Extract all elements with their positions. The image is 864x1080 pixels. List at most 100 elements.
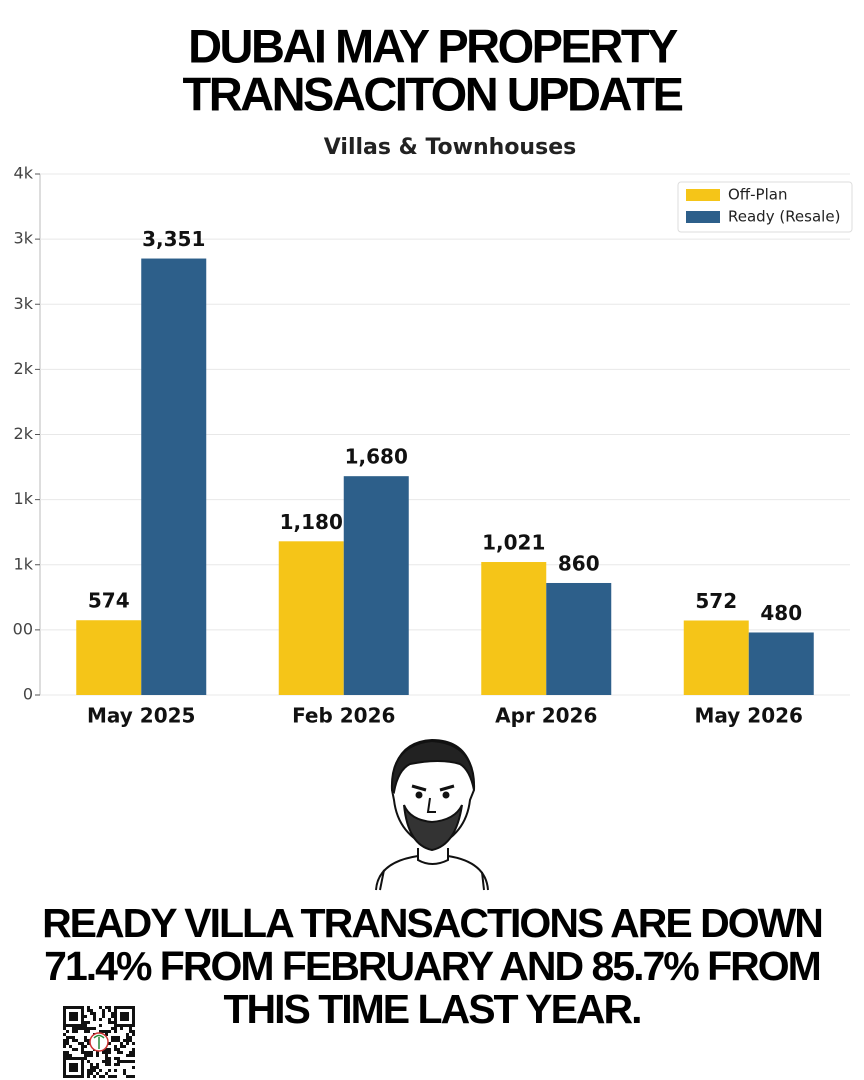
qr-module: [69, 1057, 72, 1060]
qr-module: [63, 1009, 66, 1012]
qr-module: [75, 1030, 78, 1033]
qr-module: [90, 1012, 93, 1015]
qr-module: [84, 1057, 87, 1060]
qr-module: [114, 1057, 117, 1060]
qr-module: [114, 1009, 117, 1012]
qr-module: [87, 1072, 90, 1075]
qr-module: [72, 1039, 75, 1042]
qr-module: [99, 1018, 102, 1021]
qr-module: [69, 1015, 72, 1018]
qr-module: [126, 1036, 129, 1039]
qr-module: [78, 1075, 81, 1078]
qr-module: [117, 1063, 120, 1066]
legend-swatch: [686, 189, 720, 201]
qr-module: [84, 1036, 87, 1039]
qr-module: [66, 1054, 69, 1057]
qr-module: [105, 1060, 108, 1063]
qr-module: [72, 1018, 75, 1021]
qr-module: [69, 1054, 72, 1057]
qr-module: [114, 1027, 117, 1030]
value-label: 3,351: [142, 227, 205, 251]
qr-module: [105, 1048, 108, 1051]
qr-module: [108, 1042, 111, 1045]
qr-module: [126, 1054, 129, 1057]
qr-module: [72, 1015, 75, 1018]
qr-module: [120, 1024, 123, 1027]
qr-module: [81, 1048, 84, 1051]
qr-module: [123, 1018, 126, 1021]
qr-module: [108, 1018, 111, 1021]
title-line: DUBAI MAY PROPERTY: [188, 19, 678, 72]
qr-module: [72, 1057, 75, 1060]
qr-module: [63, 1039, 66, 1042]
qr-module: [96, 1051, 99, 1054]
qr-module: [84, 1051, 87, 1054]
qr-module: [66, 1036, 69, 1039]
portrait: [375, 738, 489, 891]
qr-module: [114, 1036, 117, 1039]
qr-module: [63, 1033, 66, 1036]
qr-module: [72, 1066, 75, 1069]
qr-module: [90, 1054, 93, 1057]
qr-module: [96, 1072, 99, 1075]
qr-module: [66, 1039, 69, 1042]
qr-module: [72, 1063, 75, 1066]
qr-module: [63, 1072, 66, 1075]
qr-module: [63, 1066, 66, 1069]
bar: [141, 258, 207, 695]
qr-module: [102, 1060, 105, 1063]
qr-module: [72, 1012, 75, 1015]
qr-module: [123, 1012, 126, 1015]
qr-module: [93, 1069, 96, 1072]
qr-module: [114, 1006, 117, 1009]
qr-module: [111, 1039, 114, 1042]
qr-module: [126, 1018, 129, 1021]
qr-module: [90, 1051, 93, 1054]
qr-module: [105, 1057, 108, 1060]
qr-module: [87, 1030, 90, 1033]
qr-module: [111, 1027, 114, 1030]
qr-module: [111, 1075, 114, 1078]
qr-module: [90, 1069, 93, 1072]
qr-module: [69, 1018, 72, 1021]
bar: [343, 476, 409, 695]
qr-module: [81, 1024, 84, 1027]
qr-module: [132, 1054, 135, 1057]
qr-module: [108, 1021, 111, 1024]
qr-module: [84, 1030, 87, 1033]
qr-module: [84, 1027, 87, 1030]
qr-module: [87, 1006, 90, 1009]
qr-module: [87, 1051, 90, 1054]
qr-module: [108, 1075, 111, 1078]
bar: [683, 620, 749, 695]
qr-module: [87, 1069, 90, 1072]
legend-label: Ready (Resale): [728, 208, 840, 226]
qr-module: [108, 1069, 111, 1072]
qr-module: [129, 1036, 132, 1039]
qr-module: [105, 1006, 108, 1009]
qr-module: [81, 1006, 84, 1009]
qr-module: [87, 1039, 90, 1042]
qr-module: [63, 1045, 66, 1048]
qr-module: [72, 1036, 75, 1039]
qr-module: [126, 1060, 129, 1063]
qr-module: [132, 1066, 135, 1069]
qr-module: [114, 1048, 117, 1051]
qr-module: [87, 1009, 90, 1012]
qr-module: [114, 1021, 117, 1024]
qr-module: [63, 1051, 66, 1054]
y-tick-label: 0: [23, 685, 33, 704]
qr-module: [132, 1048, 135, 1051]
qr-module: [105, 1063, 108, 1066]
qr-module: [132, 1075, 135, 1078]
qr-module: [75, 1075, 78, 1078]
qr-module: [105, 1054, 108, 1057]
qr-module: [102, 1030, 105, 1033]
x-tick-label: Apr 2026: [495, 704, 597, 728]
qr-module: [93, 1066, 96, 1069]
y-tick-label: 4k: [14, 164, 34, 183]
x-tick-label: May 2026: [695, 704, 803, 728]
qr-module: [69, 1045, 72, 1048]
qr-module: [108, 1006, 111, 1009]
